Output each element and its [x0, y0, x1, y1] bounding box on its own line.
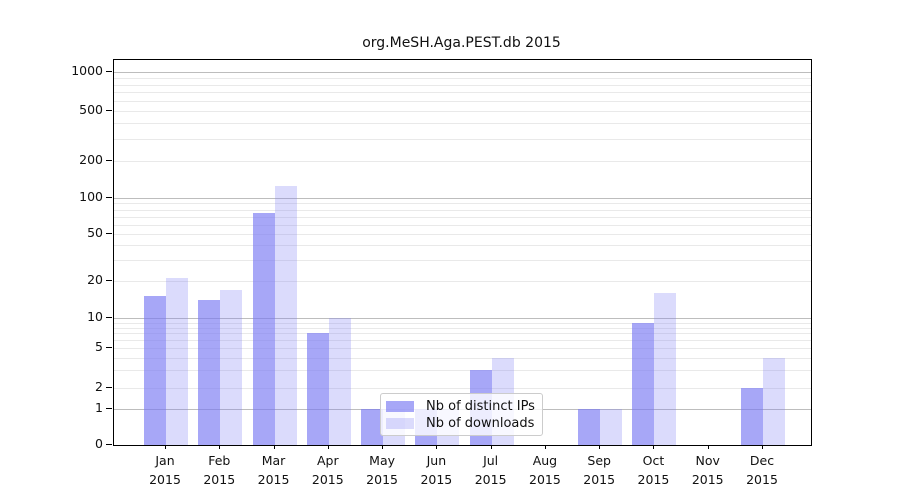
- y-tick-label: 10: [87, 309, 103, 324]
- x-tick-label: Sep 2015: [583, 453, 616, 487]
- gridline-minor: [114, 138, 811, 140]
- x-tick-label: Jan 2015: [149, 453, 181, 487]
- gridline-minor: [114, 281, 811, 282]
- x-tick-label: Nov 2015: [691, 453, 724, 487]
- x-tick-mark: [273, 445, 275, 449]
- x-tick-label: Apr 2015: [311, 453, 344, 487]
- y-tick-mark: [106, 71, 112, 72]
- x-tick-mark: [599, 445, 601, 449]
- y-tick-mark: [106, 387, 112, 388]
- legend: Nb of distinct IPs Nb of downloads: [380, 393, 543, 436]
- legend-label-distinct-ips: Nb of distinct IPs: [426, 399, 535, 414]
- y-tick-mark: [106, 280, 112, 281]
- x-tick-label: May 2015: [366, 453, 398, 487]
- x-tick-label: Mar 2015: [257, 453, 290, 487]
- gridline-minor: [114, 111, 811, 112]
- gridline-minor: [114, 224, 811, 226]
- bar-downloads-oct: [654, 292, 677, 445]
- gridline-minor: [114, 348, 811, 349]
- gridline-minor: [114, 123, 811, 125]
- gridline-minor: [114, 77, 811, 79]
- y-tick-label: 200: [79, 152, 103, 167]
- gridline-minor: [114, 203, 811, 205]
- plot-area: [113, 59, 812, 446]
- y-tick-mark: [106, 110, 112, 111]
- x-tick-mark: [653, 445, 655, 449]
- gridline-minor: [114, 260, 811, 262]
- bar-distinct-ips-mar: [252, 212, 275, 445]
- x-tick-label: Dec 2015: [746, 453, 778, 487]
- y-tick-label: 0: [95, 436, 103, 451]
- bar-distinct-ips-feb: [198, 300, 221, 445]
- legend-row-downloads: Nb of downloads: [386, 416, 536, 431]
- gridline-major: [114, 72, 811, 73]
- x-tick-label: Oct 2015: [637, 453, 670, 487]
- y-tick-label: 500: [79, 102, 103, 117]
- y-tick-label: 50: [87, 225, 103, 240]
- bar-distinct-ips-apr: [306, 333, 329, 445]
- gridline-minor: [114, 92, 811, 94]
- x-tick-label: Aug 2015: [529, 453, 561, 487]
- bar-downloads-feb: [220, 289, 243, 445]
- x-tick-mark: [327, 445, 329, 449]
- gridline-minor: [114, 209, 811, 211]
- x-tick-mark: [707, 445, 709, 449]
- y-tick-mark: [106, 408, 112, 409]
- x-tick-mark: [490, 445, 492, 449]
- gridline-minor: [114, 84, 811, 86]
- x-tick-mark: [219, 445, 221, 449]
- gridline-minor: [114, 357, 811, 359]
- bar-downloads-mar: [274, 186, 297, 445]
- gridline-minor: [114, 370, 811, 372]
- legend-swatch-downloads: [386, 418, 414, 429]
- gridline-minor: [114, 322, 811, 324]
- x-tick-mark: [436, 445, 438, 449]
- gridline-minor: [114, 100, 811, 102]
- bar-downloads-dec: [763, 357, 785, 445]
- x-tick-mark: [382, 445, 384, 449]
- bar-downloads-jan: [166, 278, 188, 445]
- gridline-major: [114, 198, 811, 199]
- x-tick-mark: [544, 445, 546, 449]
- y-tick-label: 20: [87, 272, 103, 287]
- y-tick-mark: [106, 347, 112, 348]
- y-tick-label: 2: [95, 379, 103, 394]
- y-tick-label: 1: [95, 400, 103, 415]
- bar-downloads-apr: [328, 318, 351, 445]
- legend-label-downloads: Nb of downloads: [426, 416, 535, 431]
- y-tick-mark: [106, 444, 112, 445]
- gridline-minor: [114, 327, 811, 329]
- x-tick-mark: [762, 445, 763, 449]
- gridline-minor: [114, 234, 811, 235]
- x-tick-label: Jul 2015: [474, 453, 507, 487]
- bar-distinct-ips-oct: [632, 322, 655, 445]
- x-tick-mark: [165, 445, 166, 449]
- y-tick-label: 1000: [71, 63, 103, 78]
- chart-title: org.MeSH.Aga.PEST.db 2015: [362, 35, 561, 51]
- bar-distinct-ips-sep: [578, 409, 601, 445]
- bar-distinct-ips-may: [361, 409, 384, 445]
- gridline-minor: [114, 333, 811, 335]
- y-tick-label: 5: [95, 339, 103, 354]
- y-tick-label: 100: [79, 189, 103, 204]
- bar-distinct-ips-dec: [741, 388, 763, 445]
- x-tick-label: Jun 2015: [420, 453, 453, 487]
- y-tick-mark: [106, 317, 112, 318]
- gridline-minor: [114, 216, 811, 218]
- legend-swatch-distinct-ips: [386, 401, 414, 412]
- gridline-minor: [114, 340, 811, 342]
- legend-row-distinct-ips: Nb of distinct IPs: [386, 399, 536, 414]
- bar-distinct-ips-jan: [144, 296, 166, 445]
- y-tick-mark: [106, 197, 112, 198]
- x-tick-label: Feb 2015: [203, 453, 236, 487]
- gridline-minor: [114, 388, 811, 389]
- y-tick-mark: [106, 160, 112, 161]
- gridline-minor: [114, 245, 811, 247]
- gridline-major: [114, 318, 811, 319]
- gridline-minor: [114, 161, 811, 162]
- y-tick-mark: [106, 233, 112, 234]
- bar-downloads-sep: [600, 409, 623, 445]
